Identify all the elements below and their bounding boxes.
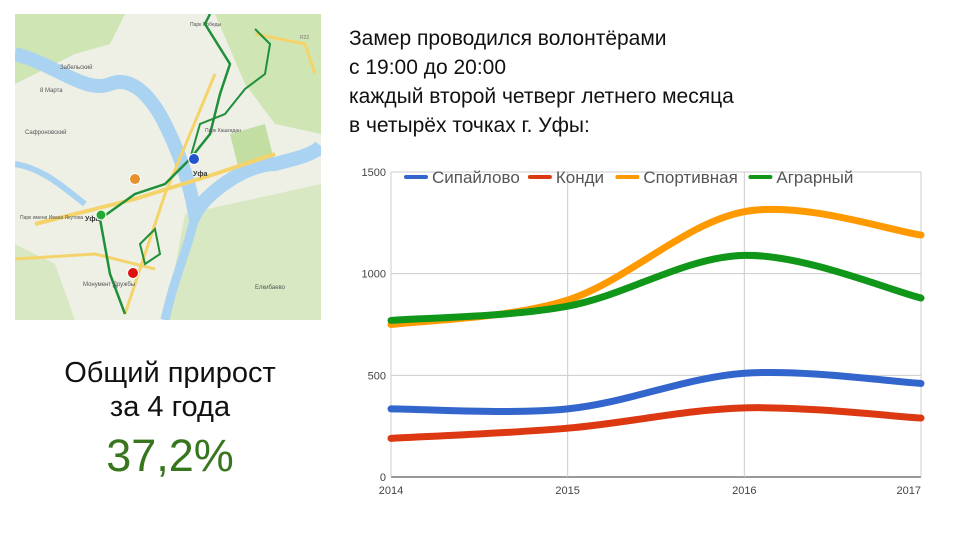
description-line: в четырёх точках г. Уфы: bbox=[349, 114, 590, 137]
growth-title: Общий прирост bbox=[64, 357, 276, 389]
map-label: Уфа bbox=[85, 216, 99, 223]
marker-sipaylovo bbox=[188, 153, 200, 165]
chart-legend: Сипайлово Конди Спортивная Аграрный bbox=[404, 168, 853, 187]
growth-percent: 37,2% bbox=[106, 430, 234, 481]
description-line: каждый второй четверг летнего месяца bbox=[349, 85, 734, 108]
description-line: Замер проводился волонтёрами bbox=[349, 27, 667, 50]
legend-label: Аграрный bbox=[776, 168, 853, 187]
marker-agrarny bbox=[95, 209, 107, 221]
city-map: Забельский 8 Марта Сафроновский Парк име… bbox=[15, 14, 321, 320]
description-line: с 19:00 до 20:00 bbox=[349, 56, 507, 79]
map-label: Монумент Дружбы bbox=[83, 282, 135, 288]
series-line bbox=[387, 251, 925, 324]
map-label: Сафроновский bbox=[25, 129, 66, 136]
series-line bbox=[387, 368, 925, 416]
y-tick-label: 0 bbox=[380, 472, 386, 484]
map-label: Парк Кашкадан bbox=[205, 128, 241, 134]
series-line bbox=[387, 404, 925, 442]
x-tick-label: 2016 bbox=[732, 485, 756, 497]
marker-sportivnaya bbox=[129, 173, 141, 185]
map-label: Уфа bbox=[193, 171, 207, 178]
y-tick-label: 500 bbox=[368, 370, 386, 382]
map-label: R22 bbox=[300, 35, 309, 41]
legend-label: Конди bbox=[556, 168, 604, 187]
line-chart: Сипайлово Конди Спортивная Аграрный 0 500 100… bbox=[362, 167, 925, 497]
y-tick-label: 1000 bbox=[362, 269, 386, 281]
map-label: Парк имени Ивана Якутова bbox=[20, 215, 84, 221]
legend-label: Спортивная bbox=[643, 168, 737, 187]
marker-kondi bbox=[127, 267, 139, 279]
map-label: Забельский bbox=[60, 64, 92, 71]
x-tick-label: 2014 bbox=[379, 485, 403, 497]
map-label: Елкибаево bbox=[255, 285, 286, 291]
map-label: 8 Марта bbox=[40, 88, 63, 94]
legend-label: Сипайлово bbox=[432, 168, 520, 187]
chart-ticks: 0 500 1000 1500 2014 2015 2016 2017 bbox=[362, 167, 921, 497]
growth-period: за 4 года bbox=[109, 391, 231, 423]
x-tick-label: 2015 bbox=[555, 485, 579, 497]
series-line bbox=[387, 205, 925, 328]
x-tick-label: 2017 bbox=[897, 485, 921, 497]
y-tick-label: 1500 bbox=[362, 167, 386, 179]
growth-summary: Общий прирост за 4 года 37,2% bbox=[20, 356, 320, 484]
chart-series bbox=[387, 205, 925, 442]
measurement-description: Замер проводился волонтёрами с 19:00 до … bbox=[349, 24, 949, 140]
map-label: Парк Победы bbox=[190, 22, 222, 28]
